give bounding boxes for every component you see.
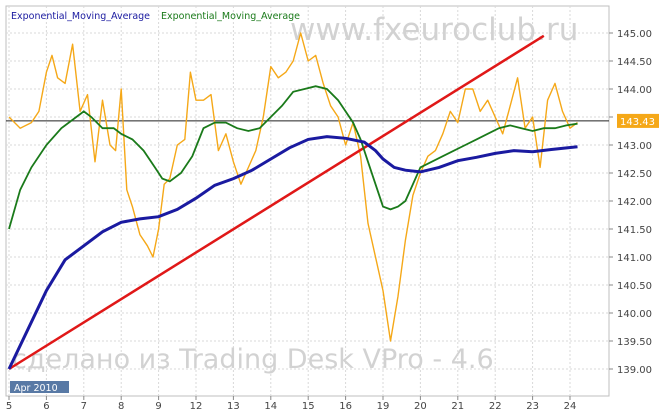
x-tick-label: 7 [81, 401, 87, 412]
y-tick-label: 145.00 [617, 29, 652, 40]
x-tick-label: 15 [302, 401, 315, 412]
legend-ema-slow: Exponential_Moving_Average [11, 11, 150, 22]
current-price-label: 143.43 [617, 113, 659, 128]
x-tick-label: 24 [564, 401, 577, 412]
y-tick-label: 142.50 [617, 169, 652, 180]
x-tick-label: 23 [526, 401, 539, 412]
watermark-bottom: сделано из Trading Desk VPro - 4.6 [12, 344, 494, 375]
x-tick-label: 12 [190, 401, 203, 412]
ema-fast-line [8, 85, 578, 230]
legend: Exponential_Moving_Average Exponential_M… [11, 11, 300, 22]
y-tick-label: 141.00 [617, 253, 652, 264]
period-label-text: Apr 2010 [14, 383, 58, 394]
price-series-line [8, 32, 578, 342]
x-tick-label: 5 [6, 401, 12, 412]
period-label-box [10, 381, 69, 393]
current-price-box [617, 113, 659, 128]
x-axis: 5 6 7 8 9 12 13 14 15 16 19 20 21 22 23 24 [6, 396, 577, 412]
x-tick-label: 13 [227, 401, 240, 412]
y-tick-label: 140.00 [617, 309, 652, 320]
current-price-text: 143.43 [620, 117, 655, 128]
trendline [8, 34, 545, 371]
y-tick-label: 142.00 [617, 197, 652, 208]
y-tick-label: 139.00 [617, 365, 652, 376]
x-tick-label: 9 [155, 401, 161, 412]
x-tick-label: 16 [339, 401, 352, 412]
watermark-top: www.fxeuroclub.ru [290, 12, 578, 48]
period-label: Apr 2010 [10, 381, 69, 394]
ema-slow-line [7, 135, 578, 370]
x-tick-label: 6 [43, 401, 49, 412]
legend-ema-fast: Exponential_Moving_Average [161, 11, 300, 22]
x-tick-label: 21 [451, 401, 464, 412]
y-tick-label: 141.50 [617, 225, 652, 236]
x-tick-label: 20 [414, 401, 427, 412]
y-axis: 145.00144.50144.00143.50143.00142.50142.… [609, 29, 652, 376]
y-tick-label: 143.00 [617, 141, 652, 152]
x-tick-label: 14 [264, 401, 277, 412]
y-tick-label: 140.50 [617, 281, 652, 292]
series-group [6, 32, 609, 371]
y-tick-label: 144.50 [617, 57, 652, 68]
y-tick-label: 139.50 [617, 337, 652, 348]
x-tick-label: 8 [118, 401, 124, 412]
x-tick-label: 22 [489, 401, 502, 412]
x-tick-label: 19 [377, 401, 390, 412]
y-tick-label: 144.00 [617, 85, 652, 96]
